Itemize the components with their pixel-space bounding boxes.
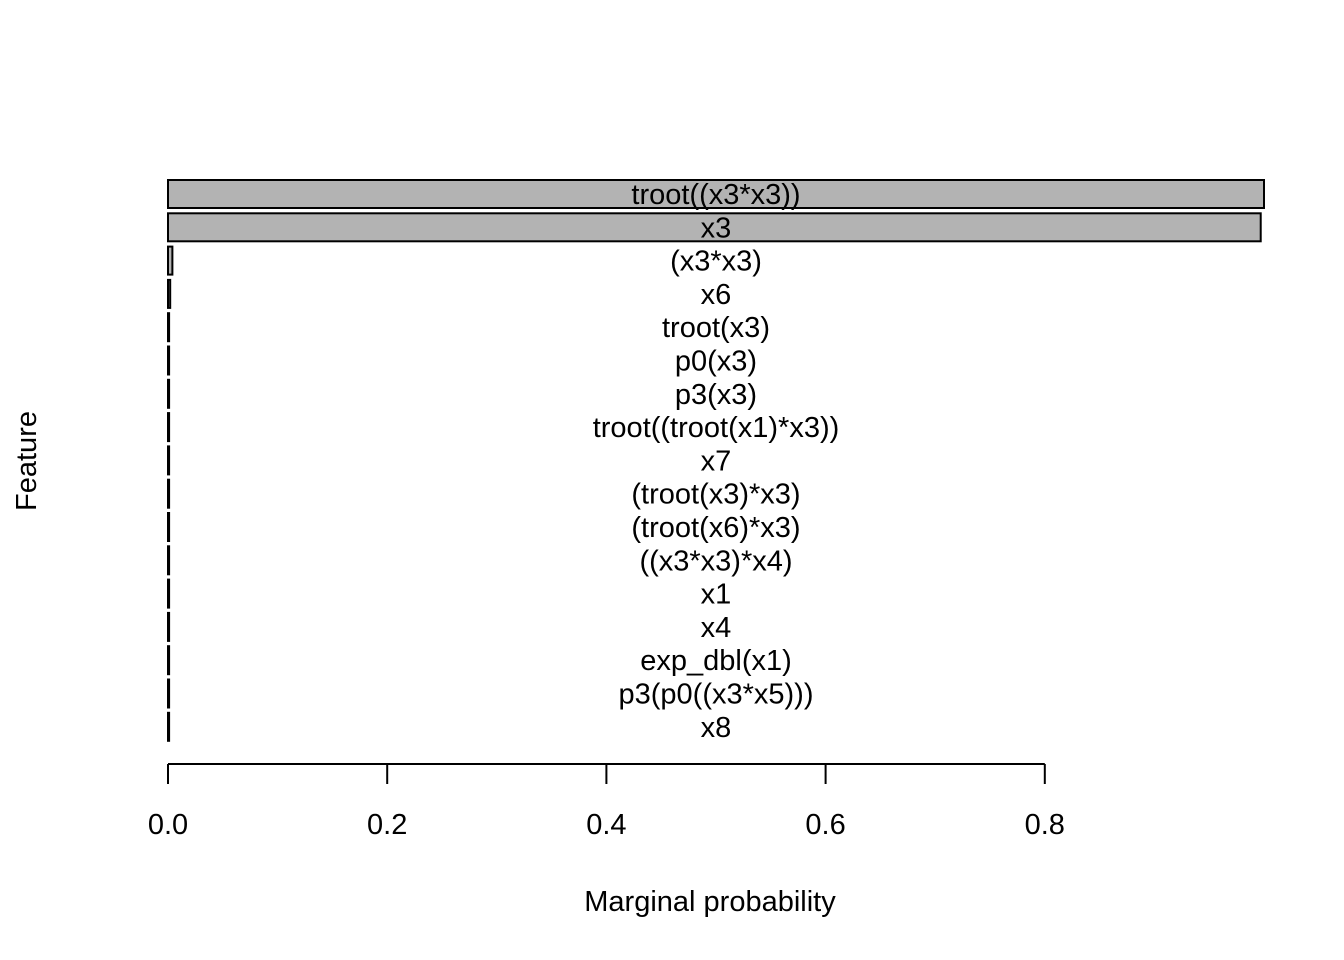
bar-label-7: troot((troot(x1)*x3)) [593,412,840,444]
y-axis-title: Feature [11,411,43,511]
bar-label-5: p0(x3) [675,346,757,378]
bar-8 [167,445,171,476]
bar-label-11: ((x3*x3)*x4) [639,545,792,577]
bar-3 [167,278,172,309]
bar-4 [167,312,171,343]
x-tick-label-3: 0.6 [805,809,845,841]
bar-label-10: (troot(x6)*x3) [631,512,800,544]
bar-14 [167,645,171,676]
bar-2 [167,245,174,276]
bar-13 [167,611,171,642]
x-axis-title: Marginal probability [584,886,836,918]
x-tick-label-4: 0.8 [1025,809,1065,841]
bar-6 [167,378,171,409]
bar-10 [167,512,171,542]
x-tick-label-0: 0.0 [148,809,188,841]
bar-16 [167,711,171,742]
bar-label-12: x1 [701,579,732,611]
bar-label-1: x3 [701,212,732,244]
bar-0 [167,179,1265,209]
bar-5 [167,345,171,376]
bar-label-2: (x3*x3) [670,246,762,278]
bar-1 [167,212,1262,243]
x-tick-label-1: 0.2 [367,809,407,841]
bar-11 [167,545,171,576]
x-axis: 0.0 0.2 0.4 0.6 0.8 [148,763,1065,841]
bar-label-3: x6 [701,279,732,311]
bar-label-4: troot(x3) [662,312,770,344]
bar-label-16: x8 [701,712,732,744]
bar-label-9: (troot(x3)*x3) [631,479,800,511]
bar-label-14: exp_dbl(x1) [640,645,792,677]
bars-group [167,179,1265,742]
bar-7 [167,412,171,443]
bar-label-6: p3(x3) [675,379,757,411]
bar-label-0: troot((x3*x3)) [631,179,800,211]
bar-9 [167,478,171,509]
bar-label-8: x7 [701,445,732,477]
bar-label-15: p3(p0((x3*x5))) [619,679,814,711]
bar-labels-group: troot((x3*x3))x3(x3*x3)x6troot(x3)p0(x3)… [593,179,840,744]
bar-12 [167,578,171,609]
bar-15 [167,678,171,709]
bar-label-13: x4 [701,612,732,644]
x-tick-label-2: 0.4 [586,809,626,841]
